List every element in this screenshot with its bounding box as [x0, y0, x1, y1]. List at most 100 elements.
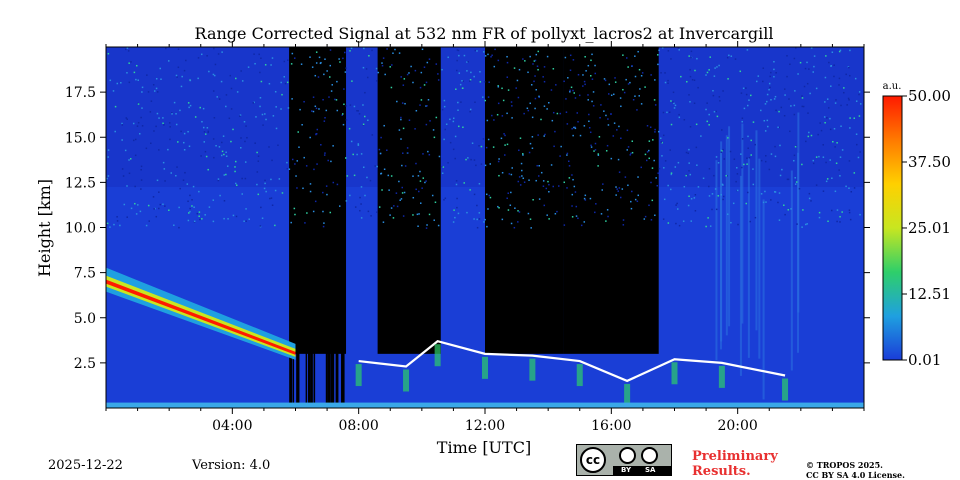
noise-speckle: [412, 214, 414, 216]
near-surface-band: [106, 402, 864, 408]
noise-speckle: [412, 81, 414, 84]
noise-speckle: [648, 157, 650, 160]
noise-speckle: [534, 97, 537, 100]
signal-streak: [747, 157, 750, 358]
noise-speckle: [137, 79, 139, 81]
x-tick-label: 04:00: [212, 418, 252, 434]
noise-speckle: [540, 118, 542, 121]
noise-speckle: [646, 125, 649, 127]
noise-speckle: [478, 182, 481, 185]
noise-speckle: [854, 77, 857, 80]
noise-speckle: [189, 104, 192, 107]
noise-speckle: [765, 201, 767, 203]
cloud-base-mark: [434, 344, 441, 367]
noise-speckle: [158, 149, 160, 151]
noise-speckle: [709, 225, 712, 227]
noise-speckle: [727, 78, 729, 80]
noise-speckle: [309, 190, 312, 193]
noise-speckle: [818, 155, 820, 158]
noise-speckle: [362, 166, 365, 169]
noise-speckle: [606, 144, 609, 147]
noise-speckle: [353, 174, 356, 177]
noise-speckle: [764, 160, 767, 163]
noise-speckle: [705, 225, 707, 228]
noise-speckle: [213, 74, 216, 77]
noise-speckle: [754, 216, 757, 219]
noise-speckle: [826, 98, 829, 100]
noise-speckle: [694, 194, 697, 196]
noise-speckle: [497, 205, 499, 208]
noise-speckle: [607, 124, 610, 126]
noise-speckle: [376, 80, 378, 82]
noise-speckle: [219, 194, 221, 197]
noise-speckle: [286, 167, 289, 170]
noise-speckle: [294, 163, 296, 165]
noise-speckle: [585, 70, 587, 72]
noise-speckle: [214, 63, 217, 66]
noise-speckle: [449, 118, 451, 121]
noise-speckle: [124, 149, 127, 152]
noise-speckle: [828, 61, 830, 64]
noise-speckle: [783, 88, 786, 90]
noise-speckle: [527, 109, 530, 112]
noise-speckle: [121, 139, 123, 141]
noise-speckle: [257, 155, 260, 157]
noise-speckle: [688, 148, 690, 151]
noise-speckle: [622, 88, 624, 91]
noise-speckle: [689, 68, 691, 71]
noise-speckle: [533, 60, 536, 62]
noise-speckle: [615, 186, 617, 188]
noise-speckle: [328, 96, 330, 98]
noise-speckle: [162, 122, 164, 125]
noise-speckle: [702, 177, 705, 180]
noise-speckle: [783, 115, 786, 117]
noise-speckle: [794, 177, 796, 179]
noise-speckle: [537, 50, 540, 53]
noise-speckle: [610, 94, 613, 97]
noise-speckle: [452, 117, 455, 120]
noise-speckle: [160, 78, 162, 80]
noise-speckle: [320, 144, 322, 146]
noise-speckle: [456, 197, 458, 200]
noise-speckle: [739, 70, 742, 73]
noise-speckle: [672, 91, 675, 94]
noise-speckle: [688, 162, 690, 164]
noise-speckle: [597, 165, 599, 167]
noise-speckle: [778, 192, 781, 194]
noise-speckle: [349, 194, 351, 197]
noise-speckle: [813, 55, 816, 57]
noise-speckle: [548, 183, 550, 186]
noise-speckle: [419, 180, 422, 182]
noise-speckle: [230, 108, 233, 110]
noise-speckle: [351, 80, 353, 82]
noise-speckle: [517, 210, 519, 212]
noise-speckle: [790, 208, 792, 210]
noise-speckle: [469, 189, 471, 191]
noise-speckle: [690, 220, 693, 222]
noise-speckle: [261, 113, 264, 116]
noise-speckle: [528, 179, 530, 181]
noise-speckle: [588, 120, 590, 123]
noise-speckle: [155, 78, 158, 80]
noise-speckle: [241, 193, 243, 195]
noise-speckle: [798, 187, 801, 190]
noise-speckle: [662, 134, 665, 137]
noise-speckle: [225, 173, 227, 176]
noise-speckle: [280, 81, 282, 84]
noise-speckle: [262, 124, 264, 126]
noise-speckle: [848, 99, 850, 101]
y-tick-label: 12.5: [65, 175, 96, 191]
noise-speckle: [750, 94, 752, 97]
noise-speckle: [470, 71, 472, 74]
noise-speckle: [735, 180, 737, 183]
noise-speckle: [458, 72, 461, 74]
noise-speckle: [793, 113, 796, 116]
noise-speckle: [690, 198, 693, 200]
noise-speckle: [202, 126, 205, 129]
noise-speckle: [274, 224, 276, 227]
cc-license-badge[interactable]: cc BY SA: [576, 444, 672, 476]
noise-speckle: [706, 71, 709, 74]
noise-speckle: [324, 152, 326, 154]
noise-speckle: [269, 197, 271, 200]
noise-speckle: [350, 47, 353, 50]
